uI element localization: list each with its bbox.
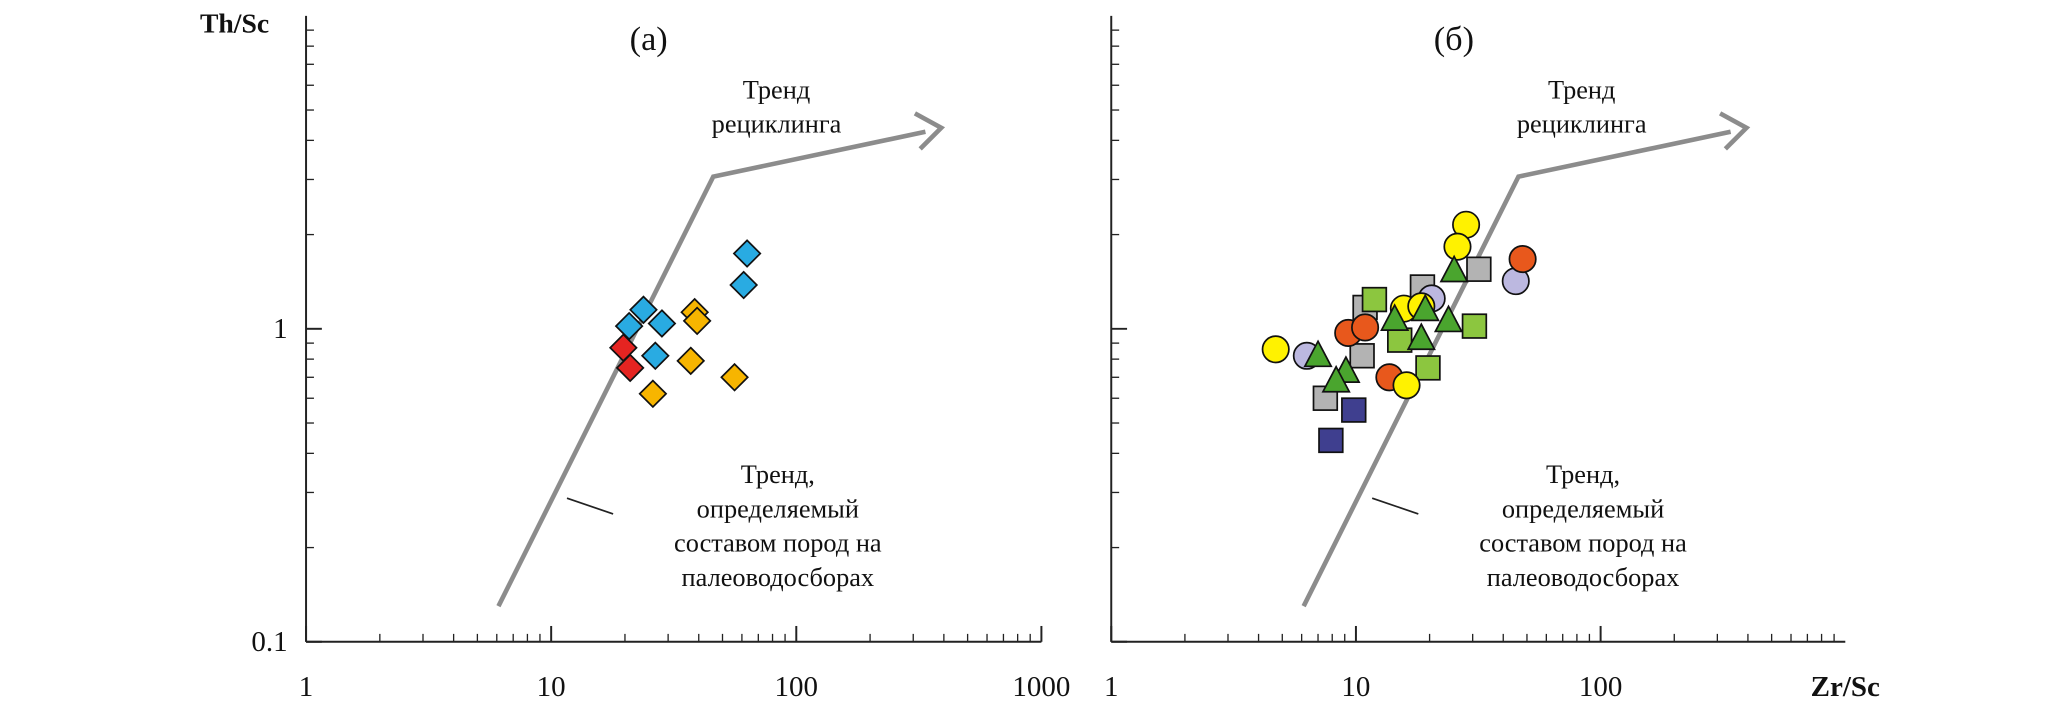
annotation: рециклинга xyxy=(1517,110,1647,139)
trend-arrowhead xyxy=(1718,111,1751,151)
point xyxy=(1508,245,1537,274)
y-axis-label: Th/Sc xyxy=(200,8,269,39)
annotation: Тренд xyxy=(743,75,810,104)
annotation: Тренд, xyxy=(1546,460,1620,489)
point xyxy=(1406,322,1436,351)
panel-title: (б) xyxy=(1434,20,1474,58)
point xyxy=(1321,364,1351,393)
panel: 1 10 100 Zr/Sc (б) Тренд рециклинга Тренд, опред… xyxy=(1104,15,1880,703)
point xyxy=(1349,343,1375,369)
point xyxy=(1392,371,1421,400)
x-tick-label: 1 xyxy=(299,671,314,703)
point xyxy=(720,362,749,392)
point xyxy=(647,309,677,338)
point xyxy=(1261,335,1290,364)
y-tick-label: 0.1 xyxy=(251,626,287,658)
point xyxy=(1361,286,1388,313)
point xyxy=(638,379,668,409)
point xyxy=(729,270,759,300)
x-axis-label: Zr/Sc xyxy=(1811,671,1880,703)
point xyxy=(1415,355,1441,381)
point xyxy=(1461,313,1488,339)
annotation: Тренд xyxy=(1548,75,1615,104)
point xyxy=(629,295,658,325)
point xyxy=(1443,232,1472,261)
pointer-line xyxy=(566,497,614,515)
annotation: определяемый xyxy=(1502,494,1664,523)
trend-line xyxy=(1301,129,1732,608)
annotation: определяемый xyxy=(697,494,859,523)
annotation: рециклинга xyxy=(712,110,842,139)
panel-title: (а) xyxy=(630,20,668,58)
point xyxy=(1433,304,1464,333)
pointer-line xyxy=(1371,497,1419,515)
panel: 0.1 1 1 10 100 1000 Th/Sc (а) Тренд рециклинга Тре… xyxy=(200,8,1070,703)
x-tick-label: 1000 xyxy=(1012,671,1070,703)
x-tick-label: 10 xyxy=(1341,671,1370,703)
point xyxy=(1439,254,1469,283)
point xyxy=(1380,303,1410,332)
annotation: Тренд, xyxy=(741,460,815,489)
point xyxy=(615,353,645,383)
y-tick-label: 1 xyxy=(273,313,288,345)
x-tick-label: 10 xyxy=(537,671,566,703)
point xyxy=(1410,293,1440,322)
point xyxy=(676,346,706,376)
point xyxy=(1341,397,1367,423)
point xyxy=(1303,339,1333,368)
point xyxy=(1466,256,1492,282)
point xyxy=(1318,427,1344,454)
annotation: палеоводосборах xyxy=(1487,563,1680,592)
x-tick-label: 1 xyxy=(1104,671,1119,703)
annotation: палеоводосборах xyxy=(682,563,875,592)
point xyxy=(732,239,762,268)
point xyxy=(640,341,670,371)
point xyxy=(682,306,712,336)
point xyxy=(1351,313,1380,342)
annotation: составом пород на xyxy=(1479,529,1687,558)
x-tick-label: 100 xyxy=(775,671,818,703)
annotation: составом пород на xyxy=(674,529,882,558)
x-tick-label: 100 xyxy=(1579,671,1622,703)
trend-arrowhead xyxy=(913,111,946,151)
trend-line xyxy=(496,129,926,608)
